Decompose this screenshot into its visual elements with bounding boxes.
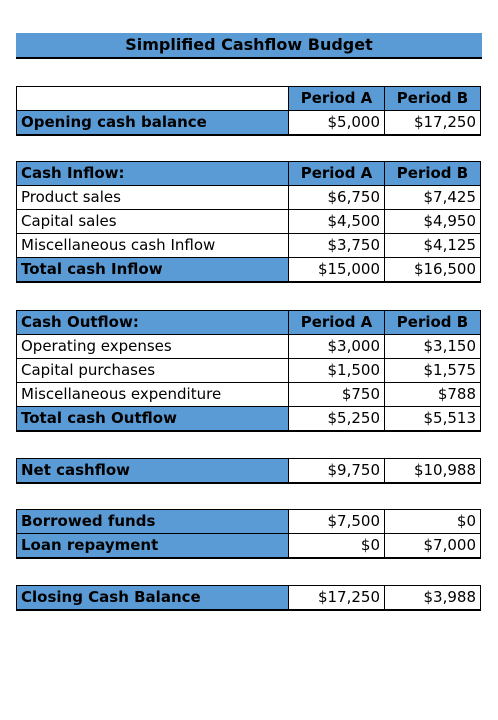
- table-row: Capital purchases $1,500 $1,575: [16, 358, 481, 383]
- inflow-header-row: Cash Inflow: Period A Period B: [16, 161, 481, 186]
- opening-balance-a[interactable]: $5,000: [288, 110, 385, 136]
- period-b-header[interactable]: Period B: [384, 86, 481, 111]
- row-value-b[interactable]: $4,950: [384, 209, 481, 234]
- closing-balance-table: Closing Cash Balance $17,250 $3,988: [16, 585, 481, 611]
- closing-balance-label[interactable]: Closing Cash Balance: [16, 585, 289, 611]
- net-cashflow-table: Net cashflow $9,750 $10,988: [16, 458, 481, 484]
- row-value-a[interactable]: $6,750: [288, 185, 385, 210]
- cash-outflow-table: Cash Outflow: Period A Period B Operatin…: [16, 310, 481, 432]
- loan-repayment-b[interactable]: $7,000: [384, 533, 481, 559]
- opening-balance-table: Period A Period B Opening cash balance $…: [16, 86, 481, 136]
- closing-balance-a[interactable]: $17,250: [288, 585, 385, 611]
- borrowing-table: Borrowed funds $7,500 $0 Loan repayment …: [16, 509, 481, 559]
- row-value-b[interactable]: $4,125: [384, 233, 481, 258]
- row-value-b[interactable]: $1,575: [384, 358, 481, 383]
- cash-inflow-table: Cash Inflow: Period A Period B Product s…: [16, 161, 481, 283]
- row-label[interactable]: Miscellaneous expenditure: [16, 382, 289, 407]
- outflow-total-label[interactable]: Total cash Outflow: [16, 406, 289, 432]
- table-row: Product sales $6,750 $7,425: [16, 185, 481, 210]
- borrowed-funds-label[interactable]: Borrowed funds: [16, 509, 289, 534]
- row-value-b[interactable]: $788: [384, 382, 481, 407]
- row-label[interactable]: Miscellaneous cash Inflow: [16, 233, 289, 258]
- borrowed-funds-row: Borrowed funds $7,500 $0: [16, 509, 481, 534]
- borrowed-funds-a[interactable]: $7,500: [288, 509, 385, 534]
- outflow-total-a[interactable]: $5,250: [288, 406, 385, 432]
- row-value-b[interactable]: $3,150: [384, 334, 481, 359]
- borrowed-funds-b[interactable]: $0: [384, 509, 481, 534]
- row-value-a[interactable]: $750: [288, 382, 385, 407]
- row-value-a[interactable]: $3,750: [288, 233, 385, 258]
- period-a-header[interactable]: Period A: [288, 161, 385, 186]
- table-row: Operating expenses $3,000 $3,150: [16, 334, 481, 359]
- sheet-title: Simplified Cashflow Budget: [16, 33, 482, 59]
- outflow-total-row: Total cash Outflow $5,250 $5,513: [16, 406, 481, 432]
- row-value-b[interactable]: $7,425: [384, 185, 481, 210]
- row-label[interactable]: Operating expenses: [16, 334, 289, 359]
- loan-repayment-a[interactable]: $0: [288, 533, 385, 559]
- opening-balance-label[interactable]: Opening cash balance: [16, 110, 289, 136]
- outflow-total-b[interactable]: $5,513: [384, 406, 481, 432]
- opening-header-row: Period A Period B: [16, 86, 481, 111]
- row-value-a[interactable]: $3,000: [288, 334, 385, 359]
- net-cashflow-row: Net cashflow $9,750 $10,988: [16, 458, 481, 484]
- net-cashflow-label[interactable]: Net cashflow: [16, 458, 289, 484]
- opening-balance-row: Opening cash balance $5,000 $17,250: [16, 110, 481, 136]
- inflow-total-a[interactable]: $15,000: [288, 257, 385, 283]
- inflow-total-label[interactable]: Total cash Inflow: [16, 257, 289, 283]
- period-b-header[interactable]: Period B: [384, 310, 481, 335]
- period-a-header[interactable]: Period A: [288, 86, 385, 111]
- outflow-header[interactable]: Cash Outflow:: [16, 310, 289, 335]
- table-row: Capital sales $4,500 $4,950: [16, 209, 481, 234]
- net-cashflow-b[interactable]: $10,988: [384, 458, 481, 484]
- table-row: Miscellaneous expenditure $750 $788: [16, 382, 481, 407]
- row-value-a[interactable]: $4,500: [288, 209, 385, 234]
- loan-repayment-label[interactable]: Loan repayment: [16, 533, 289, 559]
- net-cashflow-a[interactable]: $9,750: [288, 458, 385, 484]
- row-value-a[interactable]: $1,500: [288, 358, 385, 383]
- row-label[interactable]: Capital purchases: [16, 358, 289, 383]
- inflow-header[interactable]: Cash Inflow:: [16, 161, 289, 186]
- row-label[interactable]: Product sales: [16, 185, 289, 210]
- outflow-header-row: Cash Outflow: Period A Period B: [16, 310, 481, 335]
- inflow-total-b[interactable]: $16,500: [384, 257, 481, 283]
- period-b-header[interactable]: Period B: [384, 161, 481, 186]
- closing-balance-b[interactable]: $3,988: [384, 585, 481, 611]
- inflow-total-row: Total cash Inflow $15,000 $16,500: [16, 257, 481, 283]
- closing-balance-row: Closing Cash Balance $17,250 $3,988: [16, 585, 481, 611]
- blank-cell: [16, 86, 289, 111]
- loan-repayment-row: Loan repayment $0 $7,000: [16, 533, 481, 559]
- period-a-header[interactable]: Period A: [288, 310, 385, 335]
- table-row: Miscellaneous cash Inflow $3,750 $4,125: [16, 233, 481, 258]
- opening-balance-b[interactable]: $17,250: [384, 110, 481, 136]
- row-label[interactable]: Capital sales: [16, 209, 289, 234]
